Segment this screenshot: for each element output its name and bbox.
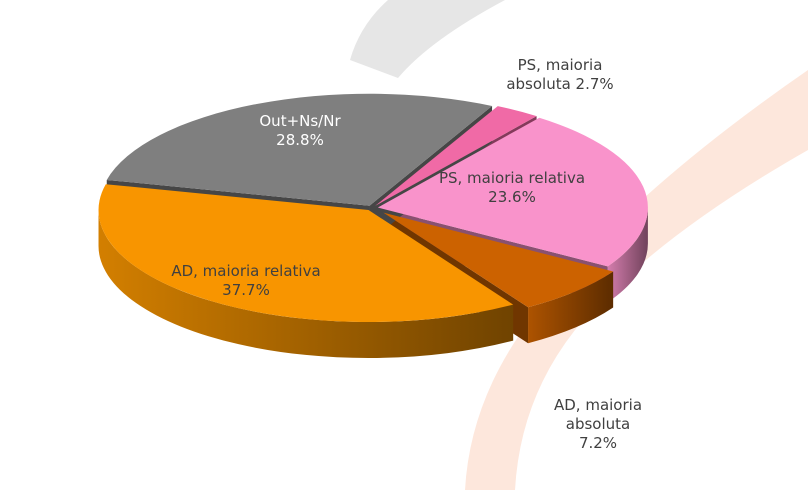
slice-label-line: 7.2% (579, 434, 617, 452)
slice-side-ps-maioria-relativa (607, 207, 648, 303)
slice-label-line: 28.8% (276, 131, 324, 149)
slice-label-ad-maioria-relativa: AD, maioria relativa 37.7% (171, 262, 320, 299)
slice-label-line: PS, maioria (518, 56, 603, 74)
slice-side-ad-maioria-absoluta (528, 271, 614, 344)
slice-label-line: Out+Ns/Nr (259, 112, 341, 130)
slice-label-line: absoluta (566, 415, 630, 433)
pie-slice-tops (98, 93, 648, 323)
slice-label-out-ns-nr: Out+Ns/Nr 28.8% (259, 112, 341, 149)
background-swoosh-gray (350, 0, 505, 78)
slice-side-ad-maioria-relativa (98, 210, 514, 359)
slice-label-line: 37.7% (222, 281, 270, 299)
slice-label-ps-maioria-relativa: PS, maioria relativa 23.6% (439, 169, 585, 206)
background-decoration (350, 0, 808, 490)
slice-out-ns-nr (106, 93, 493, 206)
pie-labels: PS, maioria absoluta 2.7% PS, maioria rela… (171, 56, 642, 452)
slice-label-line: PS, maioria relativa (439, 169, 585, 187)
slice-ps-maioria-relativa (377, 117, 648, 267)
slice-ps-maioria-absoluta (375, 106, 537, 206)
slice-label-ps-maioria-absoluta: PS, maioria absoluta 2.7% (506, 56, 613, 93)
slice-label-line: absoluta 2.7% (506, 75, 613, 93)
slice-ad-maioria-absoluta (383, 212, 614, 308)
slice-label-ad-maioria-absoluta: AD, maioria absoluta 7.2% (554, 396, 642, 452)
slice-label-line: AD, maioria relativa (171, 262, 320, 280)
slice-ad-maioria-relativa (98, 184, 514, 323)
background-swoosh-peach (465, 70, 808, 490)
slice-label-line: 23.6% (488, 188, 536, 206)
slice-label-line: AD, maioria (554, 396, 642, 414)
